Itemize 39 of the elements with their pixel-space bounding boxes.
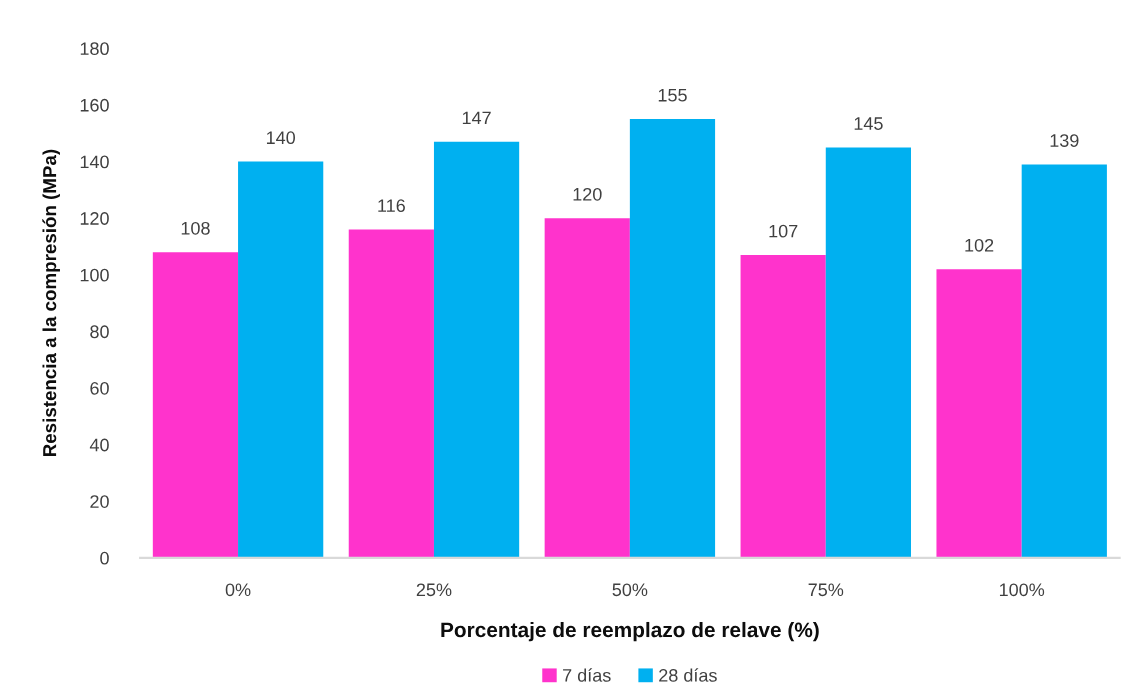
bar [825,147,911,558]
y-tick-label: 20 [90,495,109,508]
data-label: 140 [266,131,296,145]
y-axis-title: Resistencia a la compresión (MPa) [42,149,60,457]
bar [433,141,520,558]
bar [348,229,434,558]
data-label: 145 [854,117,883,130]
bar [238,161,324,558]
y-tick-label: 40 [89,438,109,452]
bar [740,254,826,558]
data-label: 155 [658,89,687,102]
data-label: 139 [1050,134,1079,147]
data-label: 116 [378,199,405,213]
legend-label: 7 días [563,668,611,682]
data-label: 147 [462,111,491,125]
data-label: 108 [181,221,210,235]
y-tick-label: 160 [80,98,109,112]
x-tick-label: 25% [416,583,452,597]
y-tick-label: 80 [90,325,109,339]
y-tick-label: 140 [80,155,109,169]
bar [1021,164,1107,558]
data-label: 102 [965,238,994,252]
x-tick-label: 50% [612,583,648,597]
y-tick-label: 100 [80,268,109,282]
bar [544,218,630,558]
x-tick-label: 75% [808,583,844,597]
bar [152,252,239,558]
bar [936,269,1022,558]
x-tick-label: 0% [225,583,251,597]
y-tick-label: 0 [100,551,109,565]
x-axis-title: Porcentaje de reemplazo de relave (%) [441,621,819,642]
y-tick-label: 120 [80,212,109,225]
data-label: 107 [769,224,798,238]
y-tick-label: 60 [90,381,109,395]
y-tick-label: 180 [80,42,109,56]
x-tick-label: 100% [999,583,1045,597]
bar [629,119,716,558]
legend-label: 28 días [659,668,717,682]
data-label: 120 [573,187,602,201]
